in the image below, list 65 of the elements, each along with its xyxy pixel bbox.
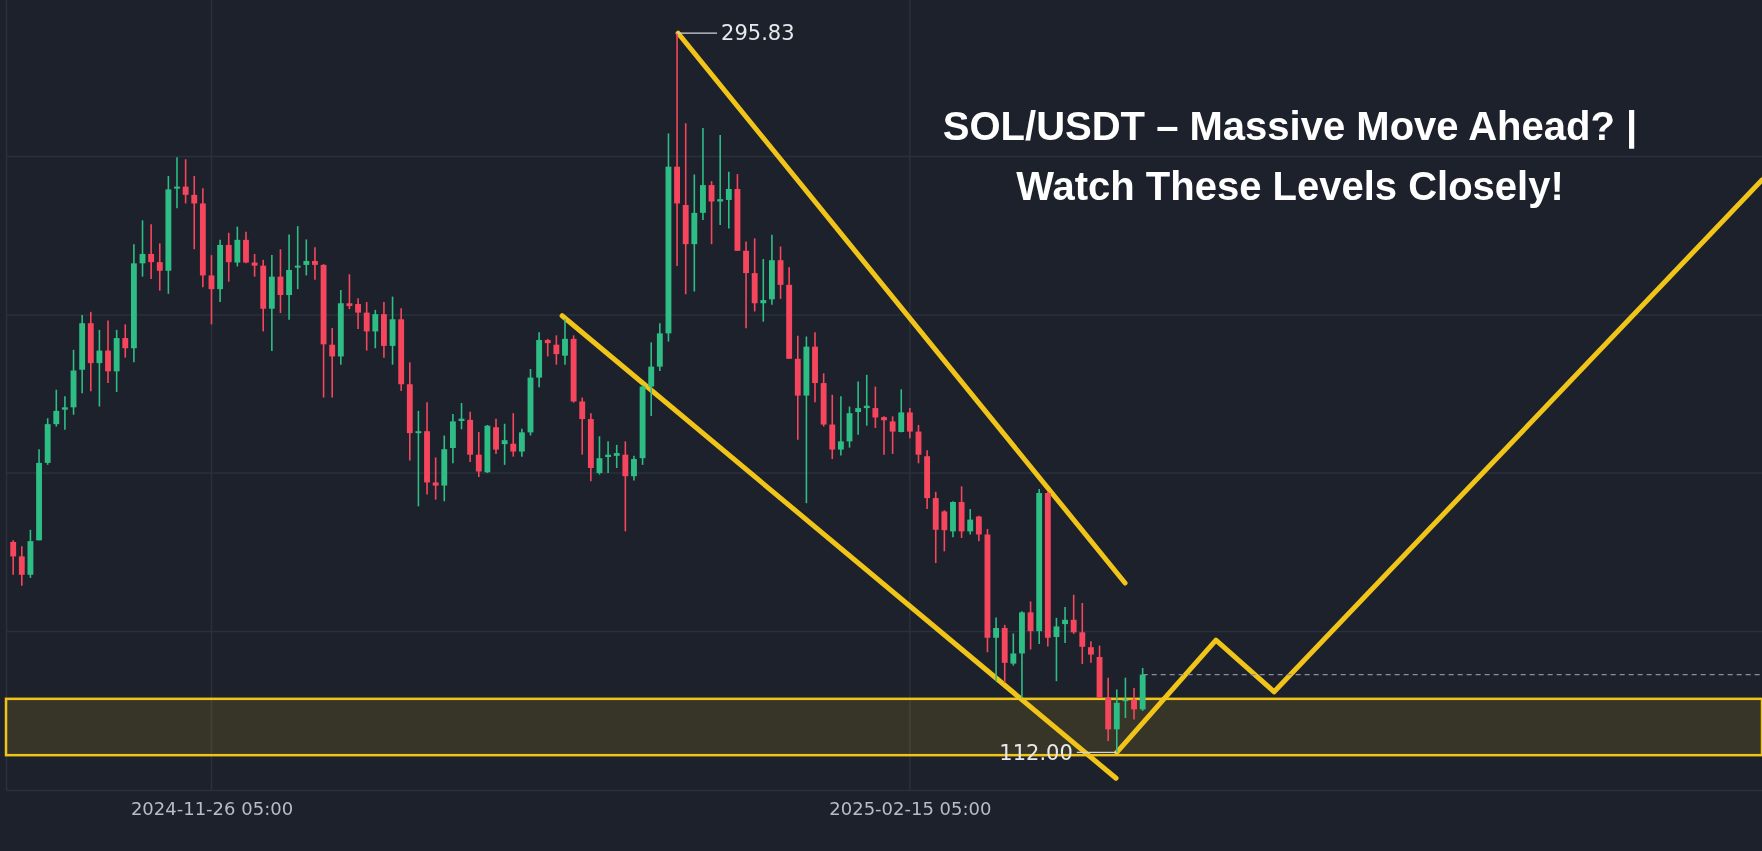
candlestick: [1079, 602, 1086, 665]
candlestick: [760, 258, 767, 323]
candlestick: [631, 455, 637, 482]
candlestick: [432, 456, 439, 501]
candlestick: [294, 225, 301, 290]
candlestick: [993, 616, 1000, 683]
candlestick: [941, 509, 948, 553]
x-tick-label: 2024-11-26 05:00: [130, 797, 294, 819]
candlestick: [61, 395, 68, 431]
candlestick: [18, 545, 25, 587]
candlestick: [510, 412, 517, 458]
candlestick: [122, 323, 129, 359]
candlestick: [182, 158, 189, 205]
candlestick: [148, 223, 155, 280]
candlestick: [889, 415, 896, 455]
candlestick: [475, 431, 482, 478]
candlestick: [105, 319, 111, 384]
candlestick: [225, 232, 232, 283]
candlestick: [579, 396, 586, 456]
candlestick: [872, 385, 879, 429]
candlestick: [415, 410, 422, 508]
candlestick: [648, 341, 655, 417]
candlestick: [312, 246, 318, 281]
candlestick: [372, 309, 379, 350]
candlestick: [363, 301, 370, 352]
candlestick: [743, 240, 749, 330]
candlestick: [544, 338, 551, 358]
candlestick: [156, 242, 163, 292]
x-tick-label: 2025-02-15 05:00: [829, 797, 992, 819]
candlestick: [717, 134, 724, 226]
candlestick: [1087, 640, 1094, 664]
candlestick: [234, 225, 241, 268]
candlestick: [251, 253, 258, 278]
candlestick: [881, 415, 887, 456]
candlestick: [1062, 606, 1068, 644]
candlestick: [906, 407, 913, 440]
candlestick: [10, 539, 17, 576]
candlestick: [967, 508, 974, 536]
candlestick: [613, 444, 620, 469]
candlestick: [1131, 687, 1137, 721]
candlestick: [562, 318, 568, 366]
candlestick: [1027, 600, 1034, 651]
candlestick: [243, 230, 249, 265]
candlestick: [975, 514, 982, 542]
text: SOL/USDT – Massive Move Ahead? | Watch These Levels Closely!: [942, 104, 1638, 208]
candlestick: [96, 329, 103, 408]
candlestick: [174, 156, 180, 209]
candlestick: [493, 417, 499, 455]
candlestick: [1070, 593, 1077, 635]
candlestick: [1010, 632, 1017, 667]
candlestick: [898, 388, 905, 434]
candlestick: [837, 395, 844, 457]
candlestick: [855, 380, 862, 436]
candlestick: [191, 175, 198, 251]
candlestick: [725, 170, 732, 230]
candlestick: [303, 238, 310, 277]
candlestick: [329, 327, 336, 399]
candlestick: [518, 428, 525, 458]
candlestick: [355, 297, 361, 330]
annotation: 295.83: [721, 21, 795, 46]
candlestick: [553, 334, 560, 366]
candlestick: [622, 440, 629, 533]
candlestick: [346, 273, 353, 310]
candlestick: [501, 422, 508, 466]
candlestick: [53, 388, 60, 428]
